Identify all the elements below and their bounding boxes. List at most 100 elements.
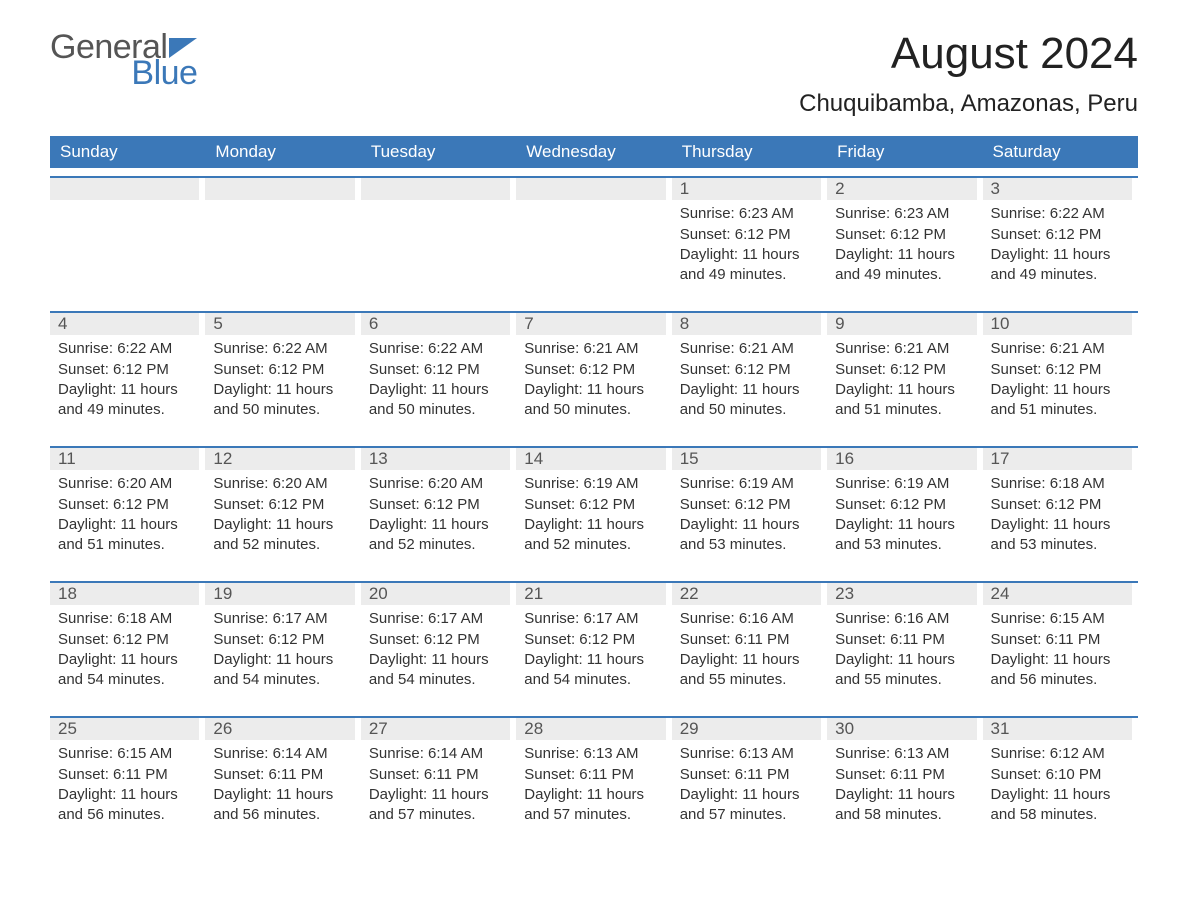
daylight-line: Daylight: 11 hours and 51 minutes. bbox=[991, 380, 1132, 421]
day-details: Sunrise: 6:16 AMSunset: 6:11 PMDaylight:… bbox=[827, 609, 976, 690]
sunrise-line: Sunrise: 6:20 AM bbox=[369, 474, 510, 494]
sunset-line: Sunset: 6:11 PM bbox=[680, 630, 821, 650]
daylight-line: Daylight: 11 hours and 50 minutes. bbox=[524, 380, 665, 421]
day-cell: 5Sunrise: 6:22 AMSunset: 6:12 PMDaylight… bbox=[205, 313, 360, 438]
daylight-line: Daylight: 11 hours and 55 minutes. bbox=[680, 650, 821, 691]
logo: General Blue bbox=[50, 30, 197, 90]
day-number: 1 bbox=[672, 178, 821, 200]
day-cell: 11Sunrise: 6:20 AMSunset: 6:12 PMDayligh… bbox=[50, 448, 205, 573]
sunset-line: Sunset: 6:11 PM bbox=[991, 630, 1132, 650]
week-row: 1Sunrise: 6:23 AMSunset: 6:12 PMDaylight… bbox=[50, 176, 1138, 303]
sunset-line: Sunset: 6:11 PM bbox=[835, 765, 976, 785]
daylight-line: Daylight: 11 hours and 49 minutes. bbox=[835, 245, 976, 286]
day-number bbox=[361, 178, 510, 200]
sunset-line: Sunset: 6:12 PM bbox=[680, 360, 821, 380]
sunset-line: Sunset: 6:12 PM bbox=[680, 495, 821, 515]
weekday-header: Wednesday bbox=[516, 136, 671, 168]
daylight-line: Daylight: 11 hours and 54 minutes. bbox=[213, 650, 354, 691]
daylight-line: Daylight: 11 hours and 57 minutes. bbox=[680, 785, 821, 826]
day-details: Sunrise: 6:22 AMSunset: 6:12 PMDaylight:… bbox=[205, 339, 354, 420]
weekday-header: Monday bbox=[205, 136, 360, 168]
sunrise-line: Sunrise: 6:13 AM bbox=[680, 744, 821, 764]
day-number: 24 bbox=[983, 583, 1132, 605]
day-number: 16 bbox=[827, 448, 976, 470]
sunrise-line: Sunrise: 6:22 AM bbox=[213, 339, 354, 359]
day-cell: 23Sunrise: 6:16 AMSunset: 6:11 PMDayligh… bbox=[827, 583, 982, 708]
sunset-line: Sunset: 6:11 PM bbox=[680, 765, 821, 785]
day-cell: 14Sunrise: 6:19 AMSunset: 6:12 PMDayligh… bbox=[516, 448, 671, 573]
day-details: Sunrise: 6:14 AMSunset: 6:11 PMDaylight:… bbox=[361, 744, 510, 825]
day-number: 9 bbox=[827, 313, 976, 335]
sunset-line: Sunset: 6:12 PM bbox=[58, 360, 199, 380]
sunset-line: Sunset: 6:12 PM bbox=[58, 630, 199, 650]
day-cell: 6Sunrise: 6:22 AMSunset: 6:12 PMDaylight… bbox=[361, 313, 516, 438]
daylight-line: Daylight: 11 hours and 49 minutes. bbox=[991, 245, 1132, 286]
weekday-header: Saturday bbox=[983, 136, 1138, 168]
day-cell bbox=[516, 178, 671, 303]
sunrise-line: Sunrise: 6:13 AM bbox=[835, 744, 976, 764]
day-details: Sunrise: 6:20 AMSunset: 6:12 PMDaylight:… bbox=[361, 474, 510, 555]
sunrise-line: Sunrise: 6:20 AM bbox=[58, 474, 199, 494]
daylight-line: Daylight: 11 hours and 58 minutes. bbox=[991, 785, 1132, 826]
daylight-line: Daylight: 11 hours and 52 minutes. bbox=[524, 515, 665, 556]
daylight-line: Daylight: 11 hours and 52 minutes. bbox=[369, 515, 510, 556]
sunset-line: Sunset: 6:12 PM bbox=[680, 225, 821, 245]
daylight-line: Daylight: 11 hours and 53 minutes. bbox=[991, 515, 1132, 556]
day-number: 6 bbox=[361, 313, 510, 335]
day-number: 25 bbox=[50, 718, 199, 740]
day-cell: 8 Sunrise: 6:21 AMSunset: 6:12 PMDaylight… bbox=[672, 313, 827, 438]
location-label: Chuquibamba, Amazonas, Peru bbox=[799, 90, 1138, 118]
day-cell: 3Sunrise: 6:22 AMSunset: 6:12 PMDaylight… bbox=[983, 178, 1138, 303]
logo-word-blue: Blue bbox=[131, 56, 197, 90]
day-number: 10 bbox=[983, 313, 1132, 335]
daylight-line: Daylight: 11 hours and 57 minutes. bbox=[524, 785, 665, 826]
sunset-line: Sunset: 6:11 PM bbox=[369, 765, 510, 785]
daylight-line: Daylight: 11 hours and 49 minutes. bbox=[58, 380, 199, 421]
day-cell: 10Sunrise: 6:21 AMSunset: 6:12 PMDayligh… bbox=[983, 313, 1138, 438]
sunrise-line: Sunrise: 6:21 AM bbox=[680, 339, 821, 359]
day-details: Sunrise: 6:22 AMSunset: 6:12 PMDaylight:… bbox=[50, 339, 199, 420]
sunrise-line: Sunrise: 6:18 AM bbox=[991, 474, 1132, 494]
sunset-line: Sunset: 6:12 PM bbox=[835, 360, 976, 380]
day-details: Sunrise: 6:21 AMSunset: 6:12 PMDaylight:… bbox=[672, 339, 821, 420]
day-details: Sunrise: 6:21 AMSunset: 6:12 PMDaylight:… bbox=[516, 339, 665, 420]
weekday-header: Friday bbox=[827, 136, 982, 168]
sunrise-line: Sunrise: 6:14 AM bbox=[213, 744, 354, 764]
day-details: Sunrise: 6:23 AMSunset: 6:12 PMDaylight:… bbox=[827, 204, 976, 285]
week-row: 18Sunrise: 6:18 AMSunset: 6:12 PMDayligh… bbox=[50, 581, 1138, 708]
day-number bbox=[516, 178, 665, 200]
sunset-line: Sunset: 6:12 PM bbox=[835, 225, 976, 245]
day-details: Sunrise: 6:15 AMSunset: 6:11 PMDaylight:… bbox=[50, 744, 199, 825]
sunrise-line: Sunrise: 6:17 AM bbox=[213, 609, 354, 629]
sunrise-line: Sunrise: 6:22 AM bbox=[991, 204, 1132, 224]
day-number: 19 bbox=[205, 583, 354, 605]
day-cell: 2Sunrise: 6:23 AMSunset: 6:12 PMDaylight… bbox=[827, 178, 982, 303]
week-row: 25 Sunrise: 6:15 AMSunset: 6:11 PMDayligh… bbox=[50, 716, 1138, 843]
header: General Blue August 2024 Chuquibamba, Am… bbox=[50, 30, 1138, 118]
day-number: 8 bbox=[672, 313, 821, 335]
sunrise-line: Sunrise: 6:23 AM bbox=[680, 204, 821, 224]
day-number: 20 bbox=[361, 583, 510, 605]
day-details: Sunrise: 6:18 AMSunset: 6:12 PMDaylight:… bbox=[50, 609, 199, 690]
sunset-line: Sunset: 6:10 PM bbox=[991, 765, 1132, 785]
daylight-line: Daylight: 11 hours and 50 minutes. bbox=[369, 380, 510, 421]
sunrise-line: Sunrise: 6:17 AM bbox=[524, 609, 665, 629]
day-cell: 9Sunrise: 6:21 AMSunset: 6:12 PMDaylight… bbox=[827, 313, 982, 438]
sunset-line: Sunset: 6:12 PM bbox=[524, 630, 665, 650]
day-cell: 20Sunrise: 6:17 AMSunset: 6:12 PMDayligh… bbox=[361, 583, 516, 708]
weekday-header: Thursday bbox=[672, 136, 827, 168]
sunset-line: Sunset: 6:12 PM bbox=[369, 360, 510, 380]
sunrise-line: Sunrise: 6:21 AM bbox=[835, 339, 976, 359]
sunrise-line: Sunrise: 6:12 AM bbox=[991, 744, 1132, 764]
weekday-header: Sunday bbox=[50, 136, 205, 168]
day-cell: 31Sunrise: 6:12 AMSunset: 6:10 PMDayligh… bbox=[983, 718, 1138, 843]
day-cell: 15Sunrise: 6:19 AMSunset: 6:12 PMDayligh… bbox=[672, 448, 827, 573]
daylight-line: Daylight: 11 hours and 50 minutes. bbox=[680, 380, 821, 421]
sunset-line: Sunset: 6:12 PM bbox=[524, 495, 665, 515]
day-details: Sunrise: 6:23 AMSunset: 6:12 PMDaylight:… bbox=[672, 204, 821, 285]
sunrise-line: Sunrise: 6:19 AM bbox=[524, 474, 665, 494]
daylight-line: Daylight: 11 hours and 54 minutes. bbox=[524, 650, 665, 691]
day-details: Sunrise: 6:17 AMSunset: 6:12 PMDaylight:… bbox=[205, 609, 354, 690]
day-cell: 18Sunrise: 6:18 AMSunset: 6:12 PMDayligh… bbox=[50, 583, 205, 708]
sunset-line: Sunset: 6:11 PM bbox=[524, 765, 665, 785]
